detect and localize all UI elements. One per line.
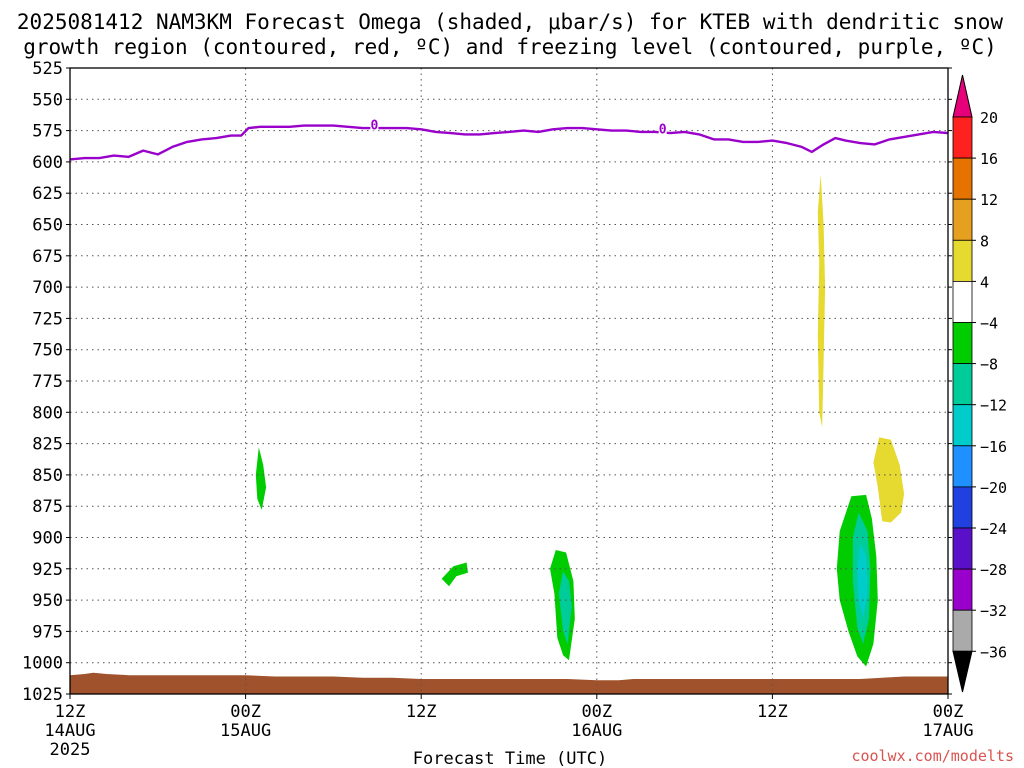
freezing-level-line bbox=[69, 124, 949, 161]
colorbar-swatch-7 bbox=[952, 404, 973, 447]
x-tick-date-5: 17AUG bbox=[922, 721, 973, 741]
y-tick-label-625: 625 bbox=[32, 184, 63, 204]
freezing-level-label-0: 0 bbox=[370, 119, 378, 134]
omega-area-6 bbox=[857, 543, 868, 619]
y-tick-label-550: 550 bbox=[32, 90, 63, 110]
y-tick-label-800: 800 bbox=[32, 403, 63, 423]
omega-area-0 bbox=[255, 447, 267, 510]
y-tick-label-850: 850 bbox=[32, 466, 63, 486]
colorbar-label-2: 8 bbox=[980, 232, 989, 250]
chart-title-line-1: 2025081412 NAM3KM Forecast Omega (shaded… bbox=[17, 10, 1004, 34]
x-tick-year-0: 2025 bbox=[50, 740, 91, 760]
colorbar-label-0: 16 bbox=[980, 150, 998, 168]
colorbar-label-5: −8 bbox=[980, 356, 998, 374]
y-tick-label-650: 650 bbox=[32, 216, 63, 236]
colorbar-swatch-6 bbox=[952, 363, 973, 406]
chart-title-line-2: growth region (contoured, red, ºC) and f… bbox=[23, 35, 997, 59]
gridlines bbox=[70, 68, 948, 694]
y-tick-label-600: 600 bbox=[32, 153, 63, 173]
y-tick-label-900: 900 bbox=[32, 529, 63, 549]
y-tick-label-975: 975 bbox=[32, 622, 63, 642]
colorbar-label-8: −20 bbox=[980, 479, 1007, 497]
y-axis-ticks: 525 550 575 600 625 650 675 700 725 750 775 800 825 8… bbox=[22, 59, 952, 705]
y-tick-label-525: 525 bbox=[32, 59, 63, 79]
freezing-level-label-1: 0 bbox=[659, 122, 667, 137]
colorbar-label-3: 4 bbox=[980, 273, 989, 291]
colorbar-swatch-2 bbox=[952, 198, 973, 241]
colorbar-label-9: −24 bbox=[980, 520, 1007, 538]
colorbar-legend: 20 16 12 8 4 −4 −8 −12 −16 −20 −24 −28 −32 −36 bbox=[952, 74, 1007, 693]
y-tick-label-700: 700 bbox=[32, 278, 63, 298]
colorbar-swatch-3 bbox=[952, 239, 973, 282]
colorbar-swatch-4 bbox=[952, 280, 973, 323]
plot-area bbox=[70, 174, 948, 694]
colorbar-label-6: −12 bbox=[980, 397, 1007, 415]
colorbar-bottom-arrow bbox=[952, 650, 973, 693]
colorbar-label-4: −4 bbox=[980, 315, 998, 333]
y-tick-label-825: 825 bbox=[32, 435, 63, 455]
credit-text: coolwx.com/modelts bbox=[851, 747, 1014, 765]
colorbar-label-7: −16 bbox=[980, 438, 1007, 456]
freezing-label-bg-0 bbox=[370, 118, 379, 131]
freezing-label-bg-1 bbox=[658, 122, 667, 135]
y-tick-label-725: 725 bbox=[32, 309, 63, 329]
colorbar-swatch-11 bbox=[952, 568, 973, 611]
x-tick-date-0: 14AUG bbox=[44, 721, 95, 741]
omega-area-8 bbox=[873, 437, 905, 523]
omega-area-3 bbox=[558, 571, 572, 644]
y-tick-label-875: 875 bbox=[32, 497, 63, 517]
omega-area-7 bbox=[817, 174, 826, 428]
colorbar-swatch-10 bbox=[952, 527, 973, 570]
y-tick-label-1000: 1000 bbox=[22, 654, 63, 674]
colorbar-label-1: 12 bbox=[980, 191, 998, 209]
y-tick-label-750: 750 bbox=[32, 341, 63, 361]
y-tick-label-925: 925 bbox=[32, 560, 63, 580]
colorbar-swatch-8 bbox=[952, 445, 973, 488]
colorbar-label-top: 20 bbox=[980, 109, 998, 127]
y-tick-label-575: 575 bbox=[32, 122, 63, 142]
colorbar-label-11: −32 bbox=[980, 602, 1007, 620]
x-tick-date-3: 16AUG bbox=[571, 721, 622, 741]
colorbar-label-12: −36 bbox=[980, 643, 1007, 661]
x-tick-label-3: 00Z bbox=[581, 702, 612, 722]
x-tick-label-0: 12Z bbox=[55, 702, 86, 722]
y-tick-label-1025: 1025 bbox=[22, 685, 63, 705]
colorbar-swatch-12 bbox=[952, 609, 973, 652]
colorbar-swatch-0 bbox=[952, 116, 973, 159]
surface-band bbox=[70, 672, 948, 694]
colorbar-swatch-1 bbox=[952, 157, 973, 200]
x-tick-label-4: 12Z bbox=[757, 702, 788, 722]
x-tick-label-1: 00Z bbox=[230, 702, 261, 722]
y-tick-label-775: 775 bbox=[32, 372, 63, 392]
x-tick-date-1: 15AUG bbox=[220, 721, 271, 741]
colorbar-swatch-9 bbox=[952, 486, 973, 529]
y-tick-label-950: 950 bbox=[32, 591, 63, 611]
colorbar-swatch-5 bbox=[952, 322, 973, 364]
x-tick-label-5: 00Z bbox=[933, 702, 964, 722]
x-axis-label: Forecast Time (UTC) bbox=[413, 749, 607, 768]
y-tick-label-675: 675 bbox=[32, 247, 63, 267]
x-tick-label-2: 12Z bbox=[406, 702, 437, 722]
colorbar-label-10: −28 bbox=[980, 561, 1007, 579]
